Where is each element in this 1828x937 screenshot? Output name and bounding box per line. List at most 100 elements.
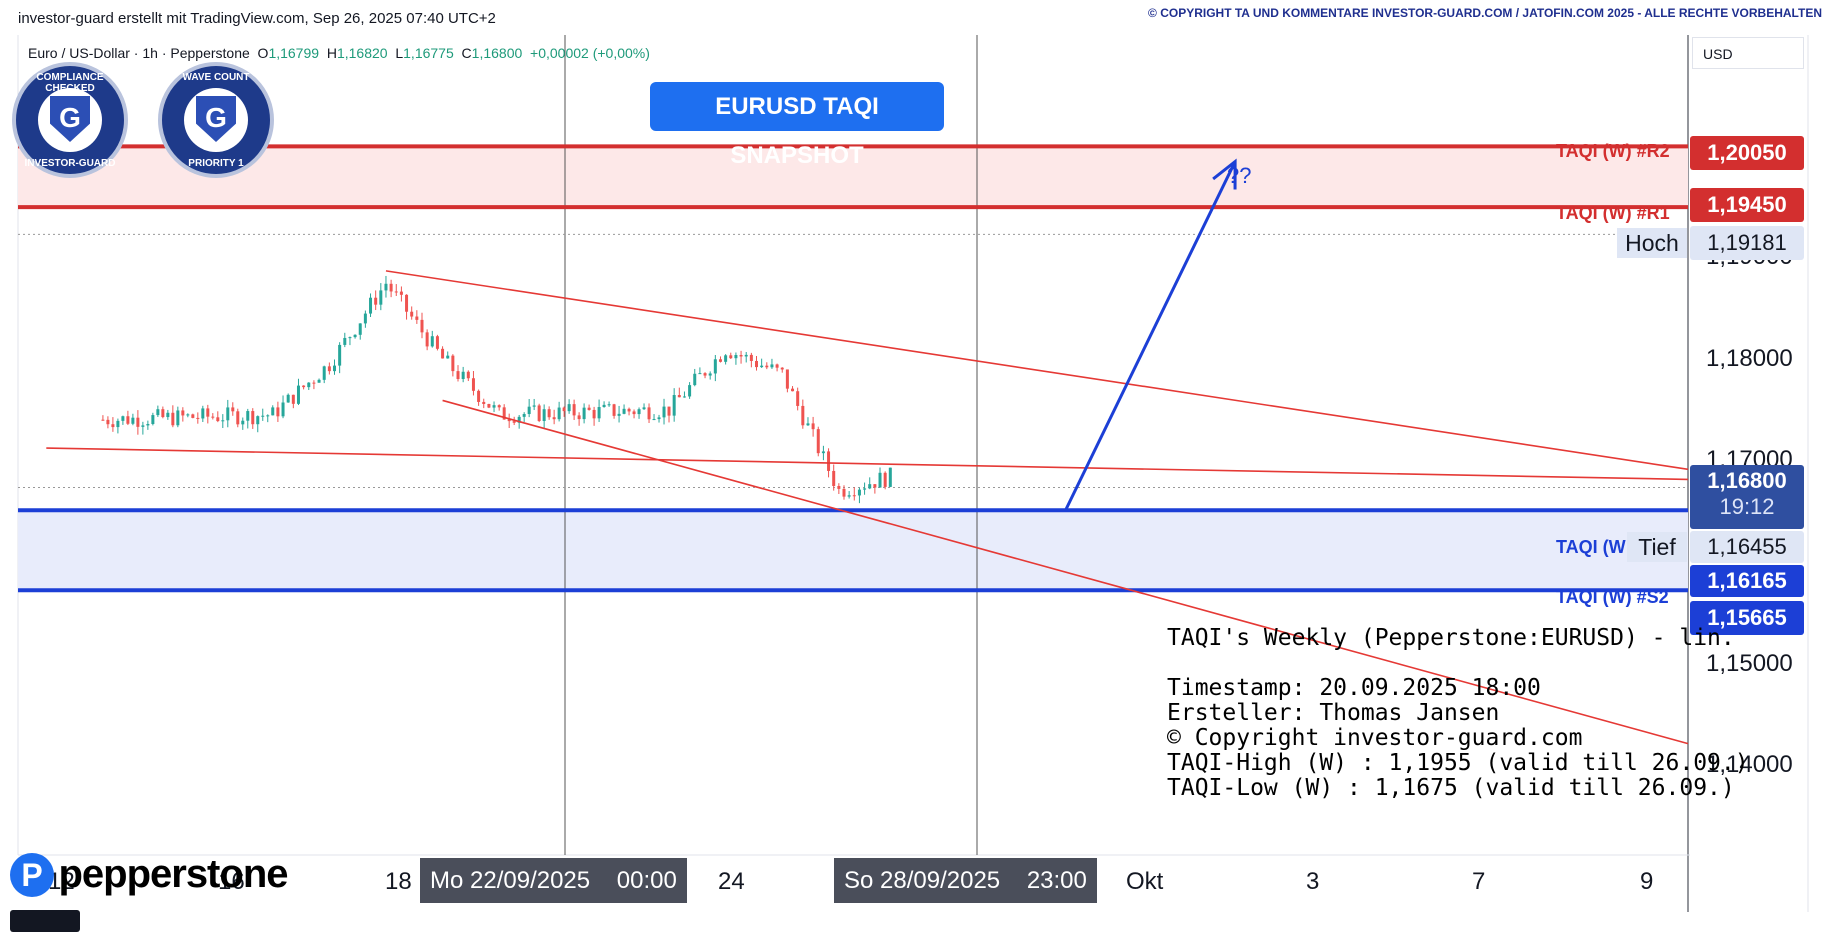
candle-body xyxy=(358,323,362,335)
candle-body xyxy=(642,407,646,410)
high-value: 1,16820 xyxy=(336,45,388,61)
s1-label: TAQI (W xyxy=(1556,537,1626,557)
r2-label: TAQI (W) #R2 xyxy=(1556,141,1670,161)
candle-body xyxy=(136,417,140,427)
candle-body xyxy=(597,407,601,419)
x-tick: Okt xyxy=(1126,868,1164,895)
candle-body xyxy=(739,355,743,357)
copyright-notice: © COPYRIGHT TA UND KOMMENTARE INVESTOR-G… xyxy=(1148,6,1822,20)
candle-body xyxy=(186,414,190,416)
candle-body xyxy=(394,291,398,293)
candle-body xyxy=(492,405,496,408)
low-price-pill: 1,16165 xyxy=(1690,565,1804,597)
candle-body xyxy=(765,365,769,368)
candle-body xyxy=(816,429,820,454)
s2-price-pill: 1,15665 xyxy=(1690,601,1804,635)
candle-body xyxy=(166,412,170,418)
candle-body xyxy=(343,337,347,345)
candle-body xyxy=(883,472,887,487)
x-tick: 7 xyxy=(1472,868,1486,895)
candle-body xyxy=(451,355,455,372)
candle-body xyxy=(718,359,722,362)
candle-body xyxy=(302,385,306,388)
candle-body xyxy=(338,344,342,366)
candle-body xyxy=(446,355,450,359)
candle-body xyxy=(572,404,576,416)
tradingview-logo xyxy=(10,910,80,932)
candle-body xyxy=(477,390,481,402)
candle-body xyxy=(111,424,115,428)
candle-body xyxy=(632,411,636,415)
candle-body xyxy=(592,409,596,419)
high-label: H xyxy=(326,45,337,61)
snapshot-title: EURUSD TAQI SNAPSHOT xyxy=(650,82,944,169)
candle-body xyxy=(201,408,205,419)
candle-body xyxy=(607,404,611,406)
candle-body xyxy=(791,388,795,392)
levels-group xyxy=(18,144,1688,593)
trendline-3 xyxy=(46,447,1689,481)
ohlc-legend: Euro / US-Dollar · 1h · Pepperstone O1,1… xyxy=(28,45,650,61)
candle-body xyxy=(156,409,160,416)
candle-body xyxy=(379,290,383,305)
candle-body xyxy=(246,411,250,421)
candle-body xyxy=(582,407,586,420)
candle-body xyxy=(333,365,337,372)
candle-body xyxy=(708,373,712,376)
arrow-head xyxy=(1212,158,1237,190)
change-value: +0,00002 (+0,00%) xyxy=(530,45,650,61)
candle-body xyxy=(577,415,581,420)
candle-body xyxy=(647,407,651,420)
candle-body xyxy=(698,373,702,375)
candle-body xyxy=(852,495,856,497)
candle-body xyxy=(857,489,861,496)
candle-body xyxy=(827,451,831,471)
candle-body xyxy=(206,408,210,417)
candle-body xyxy=(713,359,717,374)
candles-group xyxy=(101,275,892,504)
candle-body xyxy=(231,407,235,412)
candle-body xyxy=(729,355,733,359)
candle-body xyxy=(821,451,825,454)
badge-top-text: WAVE COUNT xyxy=(182,72,250,83)
trendline-2 xyxy=(442,399,1689,745)
candle-body xyxy=(602,404,606,408)
candle-body xyxy=(327,366,331,372)
low-tag: Tief xyxy=(1627,532,1687,562)
candle-body xyxy=(796,391,800,406)
candle-body xyxy=(562,407,566,412)
candle-body xyxy=(317,379,321,383)
info-line-3: Ersteller: Thomas Jansen xyxy=(1167,700,1500,726)
candle-body xyxy=(399,291,403,295)
currency-selector[interactable]: USD xyxy=(1692,37,1804,69)
info-line-4: © Copyright investor-guard.com xyxy=(1167,725,1583,751)
candle-body xyxy=(873,484,877,488)
candle-body xyxy=(775,364,779,368)
candle-body xyxy=(466,371,470,379)
pepperstone-logo: P pepperstone xyxy=(10,852,289,900)
candle-body xyxy=(141,425,145,427)
pepperstone-p-icon: P xyxy=(10,852,54,897)
candle-body xyxy=(312,382,316,384)
candle-body xyxy=(785,369,789,389)
candle-body xyxy=(405,294,409,312)
candle-body xyxy=(532,405,536,407)
candle-body xyxy=(441,348,445,359)
candle-body xyxy=(106,419,110,425)
candle-body xyxy=(888,467,892,487)
question-marks: ?? xyxy=(1227,163,1252,188)
x-tick: 16 xyxy=(218,868,245,895)
y-tick: 1,14000 xyxy=(1706,751,1793,778)
badge-g-icon: G xyxy=(59,102,81,133)
wave-count-badge: WAVE COUNT G PRIORITY 1 xyxy=(158,62,274,178)
candle-body xyxy=(487,403,491,408)
candle-body xyxy=(322,366,326,380)
support-zone xyxy=(18,510,1688,591)
candle-body xyxy=(734,355,738,359)
candle-body xyxy=(657,417,661,420)
candle-body xyxy=(307,382,311,388)
candle-body xyxy=(744,354,748,357)
candle-body xyxy=(612,404,616,416)
candle-body xyxy=(567,404,571,412)
